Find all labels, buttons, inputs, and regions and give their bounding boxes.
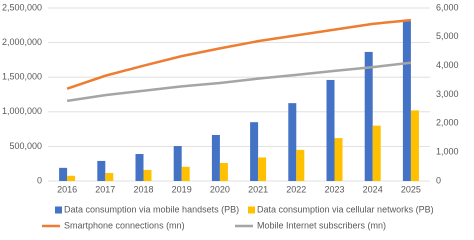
x-tick-label: 2025: [401, 184, 421, 194]
bar: [372, 125, 381, 181]
bar: [173, 146, 182, 181]
y2-tick-label: 0: [436, 175, 441, 185]
x-tick-label: 2020: [210, 184, 230, 194]
y2-tick-label: 6,000: [436, 2, 459, 12]
bar: [364, 51, 373, 181]
x-tick-label: 2017: [95, 184, 115, 194]
line: [66, 61, 412, 103]
y2-tick-label: 5,000: [436, 31, 459, 41]
bar: [135, 154, 144, 181]
x-tick-label: 2021: [248, 184, 268, 194]
x-tick-label: 2022: [286, 184, 306, 194]
legend-label: Mobile Internet subscribers (mn): [257, 220, 386, 230]
bar: [296, 149, 305, 181]
legend-swatch: [248, 206, 255, 214]
bar: [219, 163, 228, 181]
y2-tick-label: 1,000: [436, 147, 459, 157]
legend-swatch: [55, 206, 62, 214]
bar: [211, 134, 220, 181]
bar: [410, 110, 419, 181]
bar: [402, 19, 411, 181]
bar: [288, 103, 297, 181]
y-tick-label: 1,500,000: [2, 72, 42, 82]
bar: [97, 160, 106, 181]
x-tick-label: 2019: [172, 184, 192, 194]
y-tick-label: 2,500,000: [2, 2, 42, 12]
line: [66, 18, 412, 90]
y2-tick-label: 3,000: [436, 89, 459, 99]
chart: 0 500,000 1,000,000 1,500,000 2,000,000 2,500…: [2, 2, 459, 230]
bar: [143, 169, 152, 181]
legend-label: Smartphone connections (mn): [64, 220, 185, 230]
bar: [59, 167, 68, 181]
legend-label: Data consumption via mobile handsets (PB…: [64, 204, 239, 214]
y-tick-label: 500,000: [9, 141, 42, 151]
x-tick-label: 2016: [57, 184, 77, 194]
y2-tick-label: 4,000: [436, 60, 459, 70]
bar: [334, 138, 343, 181]
x-tick-label: 2018: [133, 184, 153, 194]
bar: [105, 173, 114, 181]
y-tick-label: 0: [37, 175, 42, 185]
y-tick-label: 2,000,000: [2, 37, 42, 47]
y2-tick-label: 2,000: [436, 118, 459, 128]
x-tick-label: 2024: [363, 184, 383, 194]
bar: [326, 79, 335, 181]
bar: [258, 157, 267, 181]
x-tick-label: 2023: [324, 184, 344, 194]
y-tick-label: 1,000,000: [2, 106, 42, 116]
bar: [181, 166, 190, 181]
legend-label: Data consumption via cellular networks (…: [257, 204, 434, 214]
bar: [67, 175, 76, 181]
bar: [250, 122, 259, 181]
